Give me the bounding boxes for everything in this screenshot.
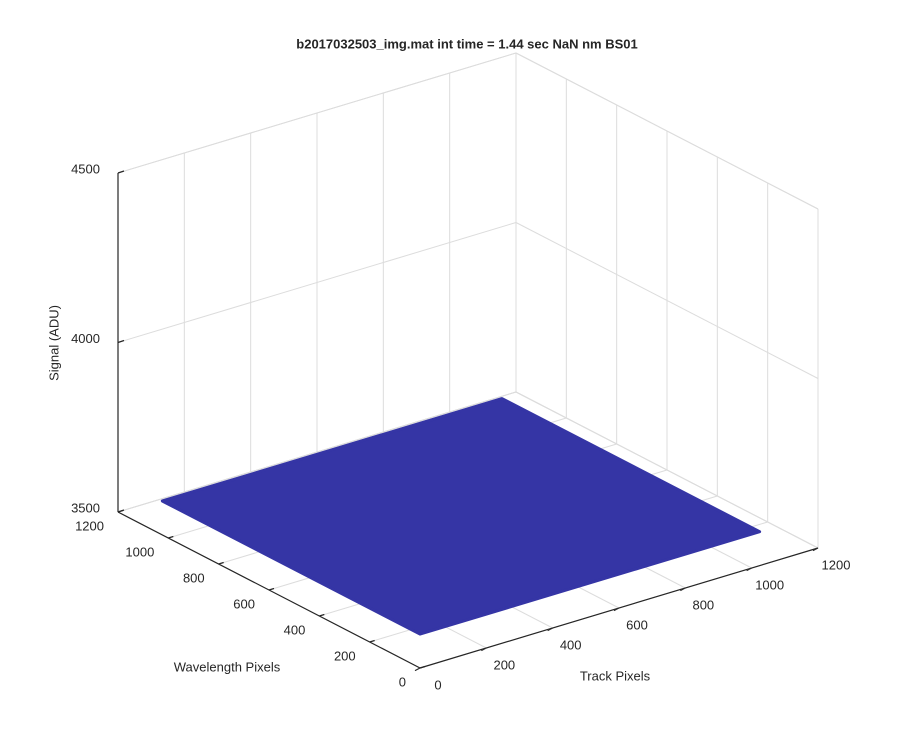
x-tick-label: 1200 [822, 557, 851, 572]
z-tick-label: 3500 [71, 500, 100, 515]
x-tick-label: 600 [626, 617, 648, 632]
z-tick [117, 339, 125, 344]
y-tick-label: 0 [399, 674, 406, 689]
y-tick [218, 561, 224, 565]
x-tick-label: 0 [434, 677, 441, 692]
x-tick-label: 1000 [755, 577, 784, 592]
y-tick [168, 535, 174, 539]
grid-line [117, 52, 517, 174]
surface [160, 397, 762, 636]
z-tick-label: 4000 [71, 331, 100, 346]
y-tick [369, 639, 375, 643]
z-axis-label: Signal (ADU) [46, 305, 61, 381]
y-tick [319, 613, 325, 617]
x-tick-label: 200 [493, 657, 515, 672]
x-tick [414, 667, 421, 672]
y-tick-label: 1000 [125, 544, 154, 559]
y-axis [117, 511, 421, 669]
x-axis-label: Track Pixels [580, 668, 651, 683]
grid-line [117, 391, 517, 513]
grid-line [515, 391, 819, 549]
x-tick-label: 800 [692, 597, 714, 612]
z-tick [117, 170, 125, 174]
y-tick-label: 200 [334, 648, 356, 663]
x-axis [419, 547, 819, 669]
y-tick-label: 600 [233, 596, 255, 611]
y-tick-label: 400 [284, 622, 306, 637]
y-tick [268, 587, 275, 591]
x-tick-label: 400 [560, 637, 582, 652]
y-axis-label: Wavelength Pixels [174, 659, 281, 674]
grid-line [515, 52, 819, 210]
grid-line [117, 222, 517, 343]
z-tick [117, 509, 125, 513]
grid-line [515, 222, 819, 379]
y-tick-label: 1200 [75, 518, 104, 533]
z-tick-label: 4500 [71, 161, 100, 176]
chart-title: b2017032503_img.mat int time = 1.44 sec … [296, 36, 637, 51]
y-tick-label: 800 [183, 570, 205, 585]
